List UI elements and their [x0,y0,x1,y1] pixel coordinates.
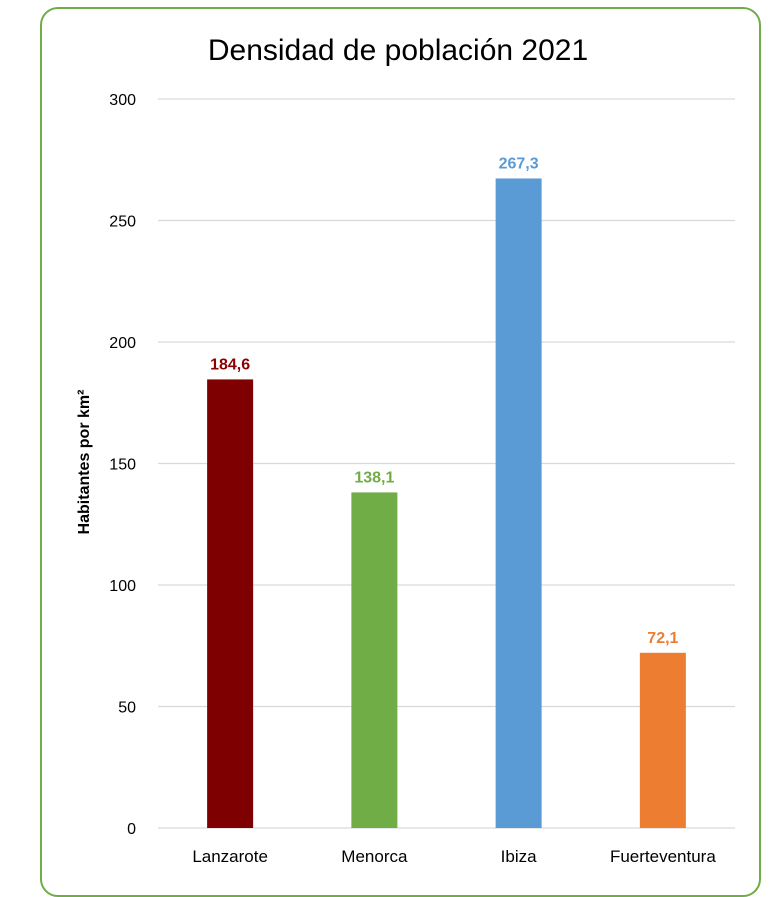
y-tick-label: 250 [109,214,136,231]
bar [207,379,254,828]
y-axis-label: Habitantes por km² [76,390,93,535]
y-tick-label: 300 [109,92,136,109]
data-label: 267,3 [499,155,539,172]
y-tick-label: 150 [109,457,136,474]
data-label: 184,6 [210,356,250,373]
y-axis-ticks: 0 50 100 150 200 250 300 [109,92,136,838]
bar [495,178,542,828]
bar [351,492,398,828]
chart-title: Densidad de población 2021 [208,34,588,67]
category-label: Ibiza [501,847,537,866]
category-label: Menorca [341,847,408,866]
bar-chart: Densidad de población 2021 Habitantes po… [76,34,735,866]
gridlines [158,98,735,829]
data-label: 138,1 [354,469,394,486]
category-labels: Lanzarote Menorca Ibiza Fuerteventura [192,847,716,866]
y-tick-label: 50 [118,700,136,717]
category-label: Lanzarote [192,847,268,866]
y-tick-label: 100 [109,578,136,595]
data-label: 72,1 [647,630,678,647]
y-tick-label: 200 [109,335,136,352]
bars [207,178,686,828]
y-tick-label: 0 [127,821,136,838]
category-label: Fuerteventura [610,847,716,866]
data-labels: 184,6 138,1 267,3 72,1 [210,155,678,646]
bar [639,652,686,828]
